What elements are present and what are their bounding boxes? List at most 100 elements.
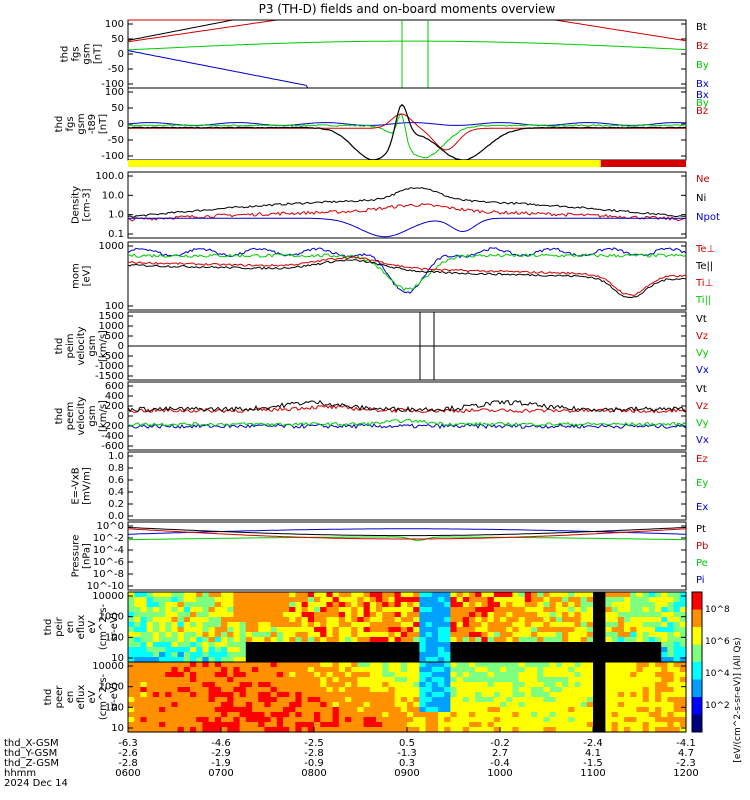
legend-peem_velocity-Vz: Vz — [696, 401, 708, 412]
heatmap-cell — [283, 592, 290, 598]
heatmap-cell — [159, 612, 166, 618]
heatmap-cell — [568, 692, 575, 698]
heatmap-cell — [493, 622, 501, 628]
heatmap-cell — [537, 717, 544, 723]
heatmap-cell — [134, 702, 141, 708]
heatmap-cell — [407, 632, 414, 638]
heatmap-cell — [196, 592, 203, 598]
heatmap-cell — [648, 712, 656, 718]
heatmap-cell — [537, 677, 544, 683]
heatmap-cell — [624, 657, 631, 663]
heatmap-cell — [506, 637, 513, 643]
heatmap-cell — [605, 702, 613, 708]
heatmap-cell — [295, 662, 303, 668]
heatmap-cell — [630, 727, 637, 733]
heatmap-cell — [407, 612, 414, 618]
heatmap-cell — [537, 682, 544, 688]
heatmap-cell — [599, 707, 606, 713]
heatmap-cell — [531, 657, 538, 663]
heatmap-cell — [245, 712, 253, 718]
heatmap-cell — [190, 592, 197, 598]
heatmap-cell — [345, 622, 352, 628]
heatmap-cell — [152, 677, 160, 683]
colorbar-segment — [692, 644, 702, 663]
heatmap-cell — [128, 697, 135, 703]
heatmap-cell — [363, 727, 371, 733]
heatmap-cell — [555, 667, 563, 673]
heatmap-cell — [382, 602, 389, 608]
heatmap-cell — [357, 607, 365, 613]
heatmap-cell — [338, 707, 346, 713]
heatmap-cell — [351, 632, 358, 638]
heatmap-cell — [394, 612, 402, 618]
heatmap-cell — [531, 707, 538, 713]
heatmap-cell — [128, 627, 135, 633]
heatmap-cell — [314, 632, 321, 638]
heatmap-cell — [462, 682, 470, 688]
colorbar-tick: 10^4 — [705, 669, 730, 679]
heatmap-cell — [283, 637, 290, 643]
heatmap-cell — [667, 642, 675, 648]
heatmap-cell — [326, 647, 334, 653]
heatmap-cell — [159, 682, 166, 688]
heatmap-cell — [617, 642, 625, 648]
heatmap-cell — [661, 592, 668, 598]
heatmap-cell — [394, 657, 402, 663]
heatmap-cell — [599, 702, 606, 708]
heatmap-cell — [196, 682, 203, 688]
heatmap-cell — [549, 662, 557, 668]
heatmap-cell — [543, 727, 551, 733]
heatmap-cell — [475, 717, 482, 723]
heatmap-cell — [177, 667, 185, 673]
heatmap-cell — [295, 617, 303, 623]
heatmap-cell — [500, 622, 507, 628]
heatmap-cell — [419, 592, 427, 598]
colorbar-segment — [692, 714, 702, 733]
heatmap-cell — [586, 657, 594, 663]
heatmap-cell — [227, 617, 234, 623]
heatmap-cell — [258, 687, 265, 693]
heatmap-cell — [555, 727, 563, 733]
heatmap-cell — [320, 637, 327, 643]
heatmap-cell — [667, 697, 675, 703]
heatmap-cell — [307, 637, 315, 643]
heatmap-cell — [183, 652, 191, 658]
heatmap-cell — [419, 707, 427, 713]
heatmap-cell — [431, 712, 439, 718]
heatmap-cell — [512, 692, 520, 698]
heatmap-cell — [363, 627, 371, 633]
heatmap-cell — [562, 652, 569, 658]
heatmap-cell — [152, 637, 160, 643]
heatmap-cell — [289, 597, 296, 603]
heatmap-cell — [444, 592, 451, 598]
heatmap-cell — [314, 712, 321, 718]
heatmap-cell — [617, 617, 625, 623]
heatmap-cell — [301, 657, 309, 663]
ytick-label-peim_velocity: 500 — [105, 331, 124, 342]
heatmap-cell — [506, 707, 513, 713]
heatmap-cell — [183, 682, 191, 688]
heatmap-cell — [345, 597, 352, 603]
heatmap-cell — [568, 597, 575, 603]
heatmap-cell — [307, 697, 315, 703]
heatmap-cell — [190, 717, 197, 723]
heatmap-cell — [363, 702, 371, 708]
heatmap-cell — [543, 617, 551, 623]
heatmap-cell — [562, 702, 569, 708]
heatmap-cell — [475, 657, 482, 663]
heatmap-cell — [283, 667, 290, 673]
heatmap-cell — [605, 672, 613, 678]
heatmap-cell — [233, 612, 241, 618]
heatmap-cell — [456, 647, 464, 653]
heatmap-cell — [673, 692, 681, 698]
heatmap-cell — [227, 672, 234, 678]
heatmap-cell — [624, 647, 631, 653]
heatmap-cell — [208, 647, 216, 653]
heatmap-cell — [351, 592, 358, 598]
heatmap-cell — [506, 672, 513, 678]
heatmap-cell — [419, 642, 427, 648]
date-label: 2024 Dec 14 — [4, 778, 68, 789]
heatmap-cell — [152, 647, 160, 653]
heatmap-cell — [376, 687, 383, 693]
heatmap-cell — [202, 627, 210, 633]
